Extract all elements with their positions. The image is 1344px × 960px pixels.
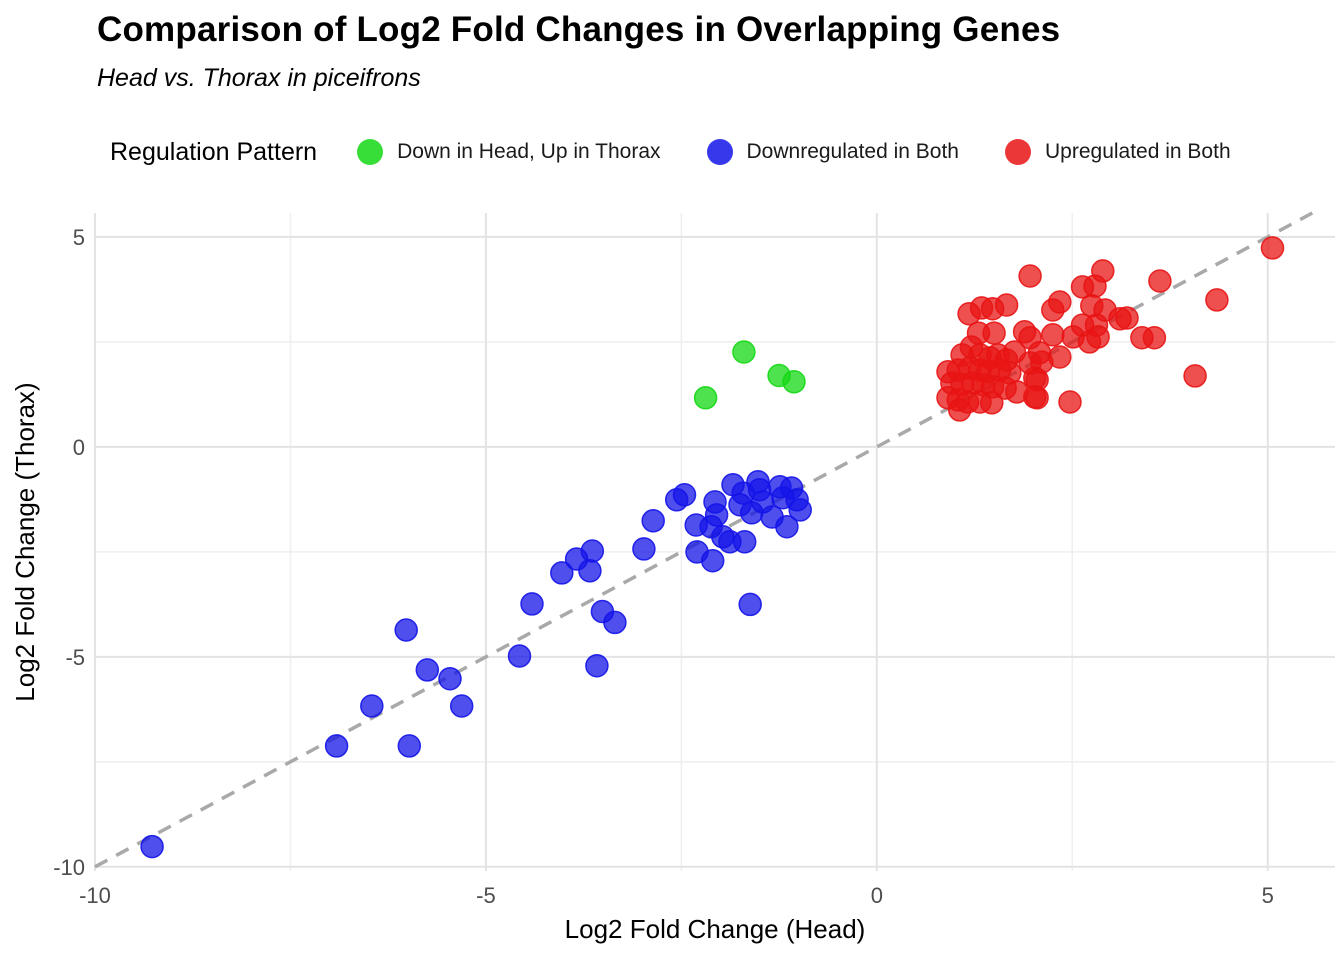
y-axis-tick-labels: -10 -5 0 5: [53, 225, 85, 880]
data-point: [1183, 364, 1207, 388]
data-point: [1260, 236, 1285, 260]
series-down-in-head-up-in-thorax: [693, 340, 806, 410]
legend-title: Regulation Pattern: [110, 137, 318, 166]
y-tick-label: -5: [65, 645, 85, 670]
data-point: [746, 469, 770, 494]
data-point: [1148, 269, 1172, 293]
data-point: [994, 293, 1019, 317]
data-point: [1041, 298, 1065, 322]
series-downregulated-in-both: [140, 469, 812, 859]
data-point: [1023, 385, 1047, 409]
data-point: [324, 734, 349, 758]
legend-item: Down in Head, Up in Thorax: [357, 139, 661, 165]
y-tick-label: 5: [73, 225, 85, 250]
data-point: [449, 694, 474, 718]
data-point: [721, 472, 745, 497]
data-point: [700, 548, 725, 573]
legend-swatch-icon: [706, 139, 733, 165]
legend-swatch-icon: [357, 139, 384, 165]
x-tick-label: 0: [871, 883, 883, 908]
data-point: [507, 644, 532, 668]
data-point: [982, 321, 1006, 345]
data-point: [1086, 325, 1110, 349]
data-point: [1018, 264, 1042, 288]
legend-item: Downregulated in Both: [706, 139, 959, 165]
legend: Regulation Pattern Down in Head, Up in T…: [110, 132, 1231, 172]
data-point: [394, 618, 418, 642]
legend-item: Upregulated in Both: [1005, 139, 1231, 165]
data-point: [520, 592, 544, 616]
y-axis-title: Log2 Fold Change (Thorax): [10, 382, 40, 701]
data-point: [578, 559, 602, 583]
legend-item-label: Down in Head, Up in Thorax: [397, 140, 661, 163]
chart-subtitle: Head vs. Thorax in piceifrons: [97, 64, 421, 92]
data-point: [360, 694, 384, 718]
data-point: [140, 834, 164, 859]
legend-swatch-icon: [1005, 139, 1031, 165]
x-tick-label: -5: [476, 883, 496, 908]
chart-title: Comparison of Log2 Fold Changes in Overl…: [97, 10, 1061, 49]
data-point: [693, 386, 718, 410]
data-point: [782, 370, 806, 394]
gridlines-major: [94, 213, 1335, 871]
x-tick-label: 5: [1262, 883, 1274, 908]
data-point: [947, 398, 972, 422]
data-point: [1070, 275, 1095, 299]
data-point: [732, 340, 756, 364]
data-point: [732, 530, 757, 554]
y-tick-label: 0: [73, 435, 85, 460]
x-tick-label: -10: [79, 883, 111, 908]
data-point: [1027, 341, 1052, 365]
data-point: [788, 498, 812, 522]
data-point: [415, 658, 440, 682]
legend-items: Down in Head, Up in Thorax Downregulated …: [357, 139, 1231, 165]
data-point: [603, 610, 627, 635]
data-point: [641, 509, 665, 533]
data-point: [632, 537, 656, 561]
x-axis-tick-labels: -10 -5 0 5: [79, 883, 1274, 908]
data-point: [397, 734, 422, 758]
y-tick-label: -10: [53, 855, 85, 880]
data-point: [438, 666, 462, 691]
data-point: [980, 391, 1004, 415]
legend-item-label: Upregulated in Both: [1045, 140, 1231, 163]
data-point: [550, 561, 574, 585]
legend-item-label: Downregulated in Both: [746, 140, 959, 163]
data-point: [1205, 288, 1229, 312]
data-point: [738, 592, 762, 617]
series-upregulated-in-both: [936, 236, 1285, 422]
data-point: [775, 514, 799, 539]
data-point: [672, 483, 697, 507]
data-point: [1058, 390, 1082, 414]
x-axis-title: Log2 Fold Change (Head): [565, 914, 866, 944]
data-points: [140, 236, 1285, 859]
gridlines-minor: [95, 213, 1335, 871]
data-point: [580, 539, 605, 563]
data-point: [1048, 345, 1072, 369]
data-point: [1115, 306, 1139, 330]
data-point: [585, 653, 609, 678]
data-point: [1142, 325, 1167, 350]
